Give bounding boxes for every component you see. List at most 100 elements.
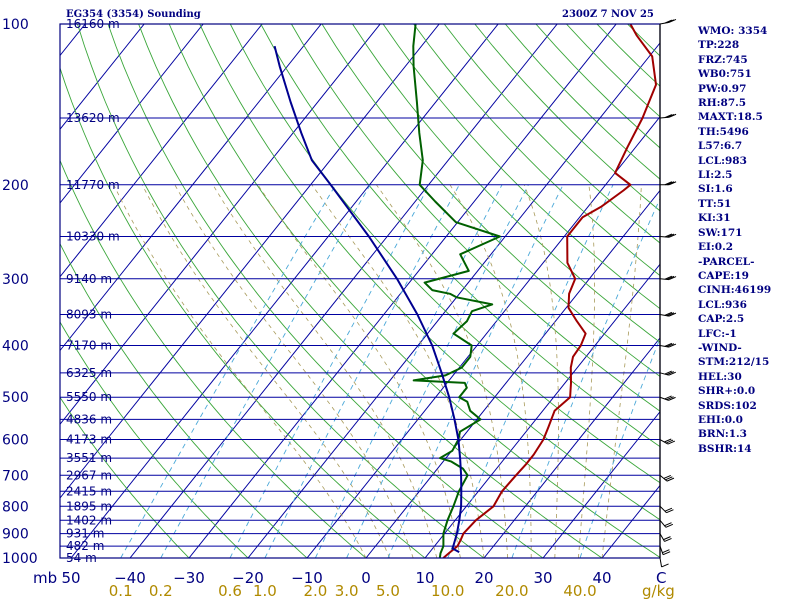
series-dewpoint-line <box>412 24 501 558</box>
moist-adiabat <box>523 184 559 558</box>
wind-barb <box>659 18 677 25</box>
pressure-tick-label: 100 <box>2 17 29 33</box>
wind-barb-flag <box>665 439 674 444</box>
profile-series <box>273 24 657 558</box>
wind-barb-flag <box>662 549 670 554</box>
mixing-ratio-line <box>264 184 460 558</box>
wind-barb-flag <box>666 181 675 186</box>
index-item: KI:31 <box>698 212 731 225</box>
plot-frame <box>59 23 661 559</box>
station-title: EG354 (3354) Sounding <box>66 9 201 20</box>
moist-adiabat <box>257 184 461 558</box>
index-item: STM:212/15 <box>698 356 770 369</box>
wind-barb-flag <box>668 113 677 118</box>
height-label: 931 m <box>66 527 104 541</box>
mixing-ratio-tick-label: 2.0 <box>303 582 327 600</box>
moist-adiabat <box>601 184 642 558</box>
height-label: 2415 m <box>66 484 112 498</box>
wind-barb-flag <box>666 233 675 238</box>
wind-barb <box>659 342 677 348</box>
index-item: WMO: 3354 <box>698 25 768 37</box>
index-item: CINH:46199 <box>698 284 772 297</box>
mixing-ratio-line <box>346 184 529 558</box>
axis-prefix-label: mb <box>33 569 57 587</box>
wind-barb-flag <box>668 343 677 348</box>
mixing-ratio-tick-label: 20.0 <box>495 582 528 600</box>
wind-barb <box>659 113 677 119</box>
isotherm-line <box>70 24 499 558</box>
temperature-tick-label: −30 <box>173 569 205 587</box>
height-label: 6325 m <box>66 366 112 380</box>
wind-barb-flag <box>668 181 677 186</box>
height-label: 54 m <box>66 551 97 565</box>
height-label: 7170 m <box>66 339 112 353</box>
wind-barb-flag <box>668 276 677 281</box>
mixing-ratio-line <box>314 184 503 558</box>
index-item: SHR+:0.0 <box>698 385 756 398</box>
isotherm-line <box>60 24 440 499</box>
isotherm-line <box>365 189 660 558</box>
wind-barb <box>659 233 677 238</box>
isotherm-line <box>424 263 660 558</box>
wind-barb-staff <box>659 439 669 445</box>
height-label: 3551 m <box>66 451 112 465</box>
wind-barb-flag <box>666 113 675 118</box>
mixing-ratio-tick-label: 0.2 <box>149 582 173 600</box>
temperature-tick-label: 30 <box>533 569 552 587</box>
isotherm-line <box>542 410 660 558</box>
moist-adiabat <box>113 184 367 558</box>
height-label: 482 m <box>66 539 104 553</box>
isotherm-line <box>129 24 558 558</box>
wind-barb <box>659 474 675 482</box>
index-item: BSHR:14 <box>698 442 752 455</box>
dry-adiabat <box>60 321 249 558</box>
wind-barb-flag <box>663 474 671 479</box>
index-item: CAP:2.5 <box>698 313 745 326</box>
wind-barb-flag <box>666 275 675 280</box>
wind-barb-staff <box>659 545 664 555</box>
index-item: L57:6.7 <box>698 140 743 153</box>
temperature-tick-label: 40 <box>592 569 611 587</box>
wind-barb-flag <box>668 233 677 238</box>
wind-barb <box>659 275 677 281</box>
height-label: 4173 m <box>66 433 112 447</box>
moist-adiabat <box>212 184 438 558</box>
index-item: BRN:1.3 <box>698 428 747 441</box>
pressure-isobars <box>60 23 660 559</box>
index-item: TP:228 <box>698 39 740 52</box>
index-item: EI:0.2 <box>698 241 734 254</box>
index-item: WB0:751 <box>698 68 752 81</box>
wind-barb-flag <box>664 537 672 542</box>
height-label: 10330 m <box>66 229 120 243</box>
wind-barb <box>659 519 674 528</box>
index-item: RH:87.5 <box>698 97 747 110</box>
wind-barb-flag <box>666 343 675 348</box>
pressure-tick-label: 700 <box>2 468 29 484</box>
isotherm-line <box>60 24 263 278</box>
pressure-tick-label: 600 <box>2 433 29 449</box>
isotherm-line <box>60 24 204 204</box>
wind-barb <box>659 545 671 556</box>
pressure-tick-label: 400 <box>2 339 29 355</box>
pressure-tick-label: 1000 <box>2 551 38 567</box>
index-item: SW:171 <box>698 226 743 239</box>
mixing-ratio-tick-label: 10.0 <box>431 582 464 600</box>
wind-barb-flag <box>664 114 673 119</box>
axis-suffix-label: C <box>656 569 666 587</box>
index-item: LFC:-1 <box>698 327 737 340</box>
wind-barb-flag <box>664 181 673 186</box>
index-item: -PARCEL- <box>698 255 755 268</box>
wind-barb-flag <box>662 551 671 556</box>
wind-barb-staff <box>659 505 667 514</box>
temperature-tick-label: 10 <box>415 569 434 587</box>
wind-barb <box>660 181 677 186</box>
isotherm-line <box>247 42 660 558</box>
wind-barb-staff <box>659 533 665 542</box>
height-label: 8093 m <box>66 308 112 322</box>
wind-barb-flag <box>664 311 673 316</box>
wind-barb <box>659 533 672 542</box>
wind-barb-flag <box>666 396 674 401</box>
wind-barb-flag <box>668 312 677 317</box>
wind-barb-staff <box>659 519 667 528</box>
